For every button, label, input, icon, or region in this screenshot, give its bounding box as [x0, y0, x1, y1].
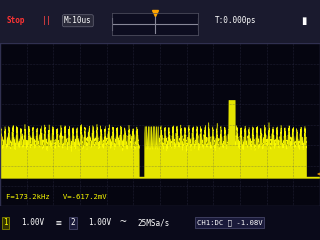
Text: ~: ~	[120, 217, 127, 228]
Text: Stop: Stop	[6, 16, 25, 25]
Text: ||: ||	[42, 16, 52, 25]
Text: ≡: ≡	[56, 217, 62, 228]
Text: 1.00V: 1.00V	[21, 218, 44, 227]
Text: 1: 1	[3, 218, 8, 227]
Text: CH1:DC ⫝ -1.08V: CH1:DC ⫝ -1.08V	[197, 219, 262, 226]
Text: F=173.2kHz   V=-617.2mV: F=173.2kHz V=-617.2mV	[6, 194, 107, 200]
Text: 25MSa/s: 25MSa/s	[138, 218, 170, 227]
Text: 1.00V: 1.00V	[88, 218, 111, 227]
Text: T:0.000ps: T:0.000ps	[214, 16, 256, 25]
Text: ▮: ▮	[301, 16, 306, 26]
Text: 2: 2	[70, 218, 75, 227]
Text: ▼: ▼	[157, 36, 163, 42]
Text: M:10us: M:10us	[64, 16, 92, 25]
